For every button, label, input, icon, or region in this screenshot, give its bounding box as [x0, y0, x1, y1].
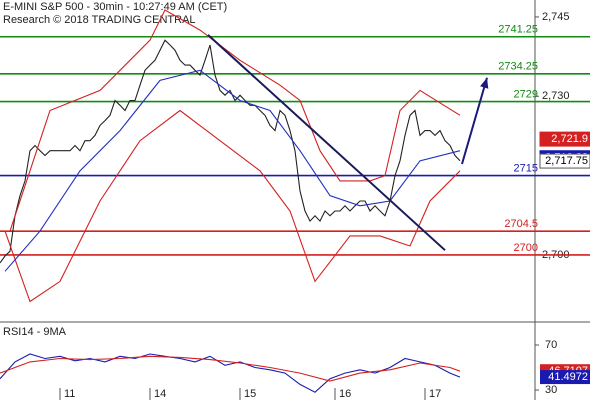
series-line — [4, 109, 461, 303]
series-line — [0, 353, 461, 393]
trendline — [207, 34, 446, 251]
series-line — [9, 9, 461, 232]
arrow — [461, 77, 488, 165]
level-label: 2704.5 — [504, 218, 538, 230]
level-label: 2729 — [514, 88, 538, 100]
price-tag-label: 2,717.75 — [545, 155, 588, 167]
series-line — [0, 39, 461, 264]
y-tick-label: 2,745 — [542, 11, 570, 23]
y-tick-label: 2,730 — [542, 90, 570, 102]
level-label: 2715 — [514, 163, 538, 175]
level-label: 2700 — [514, 242, 538, 254]
rsi-tag-label: 41.4972 — [548, 371, 588, 383]
rsi-y-tick-label: 30 — [545, 384, 557, 396]
x-tick-label: 11 — [64, 388, 75, 400]
chart-title: E-MINI S&P 500 - 30min - 10:27:49 AM (CE… — [3, 1, 227, 13]
rsi-title: RSI14 - 9MA — [3, 326, 67, 338]
x-tick-label: 15 — [244, 388, 256, 400]
level-label: 2734.25 — [498, 61, 538, 73]
chart-subtitle: Research © 2018 TRADING CENTRAL — [3, 14, 196, 26]
price-tag — [539, 153, 590, 169]
rsi-y-tick-label: 70 — [545, 339, 557, 351]
price-tag — [539, 131, 590, 147]
x-tick-label: 16 — [339, 388, 351, 400]
level-label: 2741.25 — [498, 24, 538, 36]
rsi-tag — [540, 370, 590, 385]
series-line — [0, 355, 461, 382]
x-tick-label: 17 — [429, 388, 441, 400]
price-tag-label: 2,721.9 — [551, 133, 588, 145]
arrow-head — [480, 77, 489, 89]
x-tick-label: 14 — [154, 388, 166, 400]
series-line — [4, 69, 461, 272]
